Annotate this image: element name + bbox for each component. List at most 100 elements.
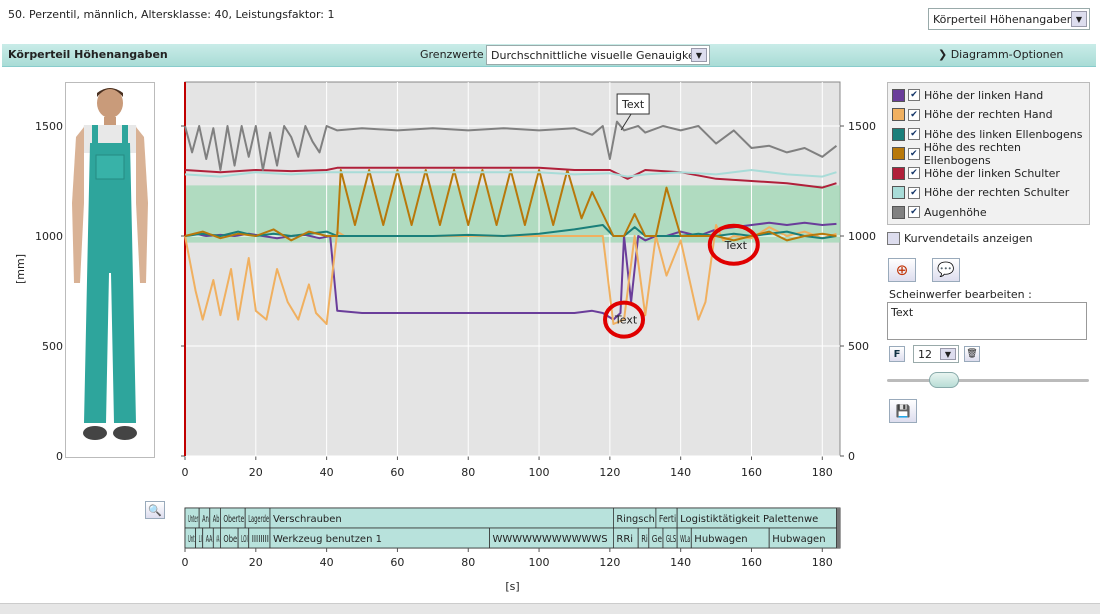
timeline-row1-label: Oberte	[223, 514, 244, 525]
grenz-select-value: Durchschnittliche visuelle Genauigkeit	[491, 48, 703, 62]
speech-bubble-button[interactable]: 💬	[932, 258, 960, 282]
timeline-row2-segment	[676, 527, 692, 549]
legend-checkbox[interactable]: ✔	[908, 128, 920, 140]
timeline-row2-label: GLS	[666, 534, 676, 545]
series-line-4	[184, 166, 837, 189]
y-tick-label: 1000	[35, 230, 63, 243]
legend-checkbox[interactable]: ✔	[908, 108, 920, 121]
grenz-select[interactable]: Durchschnittliche visuelle Genauigkeit ▼	[486, 45, 710, 65]
legend-checkbox[interactable]: ✔	[907, 147, 920, 160]
panel-header: Körperteil Höhenangaben Grenzwerte : Dur…	[2, 44, 1096, 67]
top-select[interactable]: Körperteil Höhenangaben ▼	[928, 8, 1090, 30]
timeline-row1-segment	[220, 507, 246, 529]
timeline-row1-segment	[244, 507, 271, 529]
timeline-row1-segment	[184, 507, 200, 529]
x-tick-label: 140	[670, 466, 691, 479]
legend-item[interactable]: ✔ Höhe des linken Ellenbogens	[892, 126, 1082, 142]
annotation-pointer	[620, 113, 632, 131]
scheinwerfer-label: Scheinwerfer bearbeiten :	[889, 288, 1032, 301]
timeline-row1-label: Ferti	[659, 514, 676, 525]
legend-checkbox[interactable]: ✔	[908, 186, 920, 199]
font-size-select[interactable]: 12 ▼	[913, 345, 959, 363]
scheinwerfer-text-input[interactable]: Text	[887, 302, 1087, 340]
legend-label: Höhe der rechten Hand	[924, 108, 1053, 121]
timeline-row1-label: Logistiktätigkeit Palettenwe	[680, 514, 818, 525]
timeline-row1-segment	[269, 507, 614, 529]
timeline-row2-label: WLa	[680, 534, 690, 545]
legend-swatch	[892, 186, 905, 199]
timeline-tick-label: 160	[741, 556, 762, 569]
info-text: 50. Perzentil, männlich, Altersklasse: 4…	[8, 8, 335, 21]
annotation-text: Text	[614, 314, 638, 327]
timeline-row2-segment	[613, 527, 639, 549]
annotation-circle	[603, 300, 646, 339]
y-tick-label-right: 1000	[848, 230, 876, 243]
chevron-down-icon[interactable]: ▼	[940, 348, 956, 360]
save-icon[interactable]: 💾	[889, 399, 917, 423]
y-tick-label-right: 500	[848, 340, 869, 353]
timeline-row2-label: Hubwagen	[772, 534, 825, 545]
timeline-tick-label: 40	[320, 556, 334, 569]
legend-item[interactable]: ✔ Höhe der rechten Schulter	[892, 185, 1069, 201]
timeline-tick-label: 60	[390, 556, 404, 569]
timeline-row2-label: WWWWWWWWWWWS	[492, 534, 607, 545]
kurvendetails-row[interactable]: Kurvendetails anzeigen	[887, 232, 1033, 245]
timeline-row2-label: Werkzeug benutzen 1	[273, 534, 382, 545]
legend-swatch	[892, 88, 905, 102]
chevron-down-icon[interactable]: ▼	[1071, 11, 1087, 27]
legend-checkbox[interactable]: ✔	[908, 89, 920, 101]
legend-item[interactable]: ✔ Höhe der linken Schulter	[892, 165, 1060, 181]
timeline-row1-label: Unter	[188, 514, 198, 525]
y-axis-label: [mm]	[14, 254, 27, 284]
legend-item[interactable]: ✔ Höhe der linken Hand	[892, 87, 1043, 103]
plot-area	[184, 81, 841, 457]
annotation-circle	[707, 223, 760, 266]
x-tick-label: 160	[741, 466, 762, 479]
timeline-row1-label: Verschrauben	[273, 514, 342, 525]
timeline-tick-label: 100	[529, 556, 550, 569]
panel-title: Körperteil Höhenangaben	[8, 48, 168, 61]
legend-item[interactable]: ✔ Augenhöhe	[892, 204, 987, 220]
series-line-0	[184, 221, 837, 321]
series-line-6	[184, 120, 838, 171]
status-bar	[0, 603, 1100, 614]
limit-zone	[185, 185, 840, 243]
timeline-row2-segment	[690, 527, 770, 549]
legend-label: Höhe der linken Schulter	[924, 166, 1060, 180]
legend-item[interactable]: ✔ Höhe des rechten Ellenbogens	[892, 141, 1089, 167]
zoom-icon[interactable]: 🔍	[145, 501, 165, 519]
legend-checkbox[interactable]: ✔	[908, 167, 920, 179]
timeline-row2-label: LI	[199, 534, 202, 545]
legend-checkbox[interactable]: ✔	[908, 206, 920, 218]
chevron-down-icon[interactable]: ▼	[691, 48, 707, 62]
slider-thumb[interactable]	[929, 372, 959, 388]
timeline-tick-label: 180	[812, 556, 833, 569]
timeline-row2-label: LOI	[241, 534, 248, 545]
timeline-row2-label: RRi	[616, 534, 633, 545]
timeline-row2-segment	[212, 527, 221, 549]
timeline-row2-label: AA	[216, 534, 219, 545]
bold-button[interactable]: F	[889, 346, 905, 362]
trash-icon[interactable]: 🗑	[964, 346, 980, 362]
x-tick-label: 120	[599, 466, 620, 479]
grenz-label: Grenzwerte :	[420, 48, 491, 61]
series-line-3	[184, 169, 837, 242]
timeline-row1-segment	[198, 507, 211, 529]
timeline-row2-label: Hubwagen	[694, 534, 747, 545]
timeline-row2-label: IIIIIIII	[252, 534, 269, 545]
legend-label: Höhe des linken Ellenbogens	[924, 127, 1083, 141]
timeline-row2-label: Ri	[641, 534, 648, 545]
timeline-row2-segment	[662, 527, 678, 549]
slider-track[interactable]	[887, 379, 1089, 382]
add-spotlight-button[interactable]: ⊕	[888, 258, 916, 282]
timeline-row1-label: An	[202, 514, 209, 525]
timeline-row1-segment	[655, 507, 678, 529]
annotation-text: Text	[724, 239, 748, 252]
diagram-options-toggle[interactable]: ❯ Diagramm-Optionen	[938, 48, 1064, 61]
kurvendetails-checkbox[interactable]	[887, 232, 900, 245]
x-tick-label: 40	[320, 466, 334, 479]
legend-item[interactable]: ✔ Höhe der rechten Hand	[892, 107, 1053, 123]
timeline-tick-label: 120	[599, 556, 620, 569]
timeline-row2-segment	[195, 527, 204, 549]
legend-swatch	[892, 166, 905, 180]
